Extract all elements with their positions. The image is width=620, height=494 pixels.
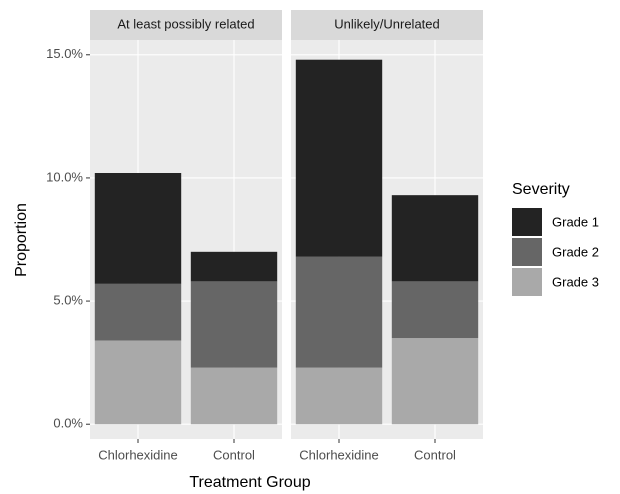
- strip: [291, 10, 483, 40]
- legend-key: [512, 208, 542, 236]
- x-tick-label: Chlorhexidine: [299, 447, 379, 462]
- bar-segment: [391, 338, 479, 425]
- y-tick-label: 5.0%: [53, 293, 83, 308]
- y-tick-label: 0.0%: [53, 416, 83, 431]
- facet-title: Unlikely/Unrelated: [334, 16, 440, 31]
- bar-segment: [391, 281, 479, 339]
- legend-key: [512, 268, 542, 296]
- bar-segment: [295, 59, 383, 257]
- y-tick-label: 15.0%: [46, 46, 83, 61]
- bar-segment: [190, 281, 278, 368]
- x-tick-label: Chlorhexidine: [98, 447, 178, 462]
- y-tick-label: 10.0%: [46, 169, 83, 184]
- bar-segment: [295, 367, 383, 425]
- bar-segment: [94, 340, 182, 425]
- bar-segment: [94, 173, 182, 284]
- bar-segment: [391, 195, 479, 282]
- legend-label: Grade 2: [552, 244, 599, 259]
- bar-segment: [295, 256, 383, 368]
- strip: [90, 10, 282, 40]
- bar-segment: [190, 251, 278, 282]
- x-tick-label: Control: [414, 447, 456, 462]
- legend-key: [512, 238, 542, 266]
- x-axis-title: Treatment Group: [189, 474, 310, 491]
- bar-segment: [190, 367, 278, 425]
- x-tick-label: Control: [213, 447, 255, 462]
- y-axis-title: Proportion: [13, 203, 30, 277]
- legend-label: Grade 1: [552, 214, 599, 229]
- legend-label: Grade 3: [552, 274, 599, 289]
- bar-segment: [94, 283, 182, 341]
- legend-title: Severity: [512, 181, 570, 198]
- facet-title: At least possibly related: [117, 16, 254, 31]
